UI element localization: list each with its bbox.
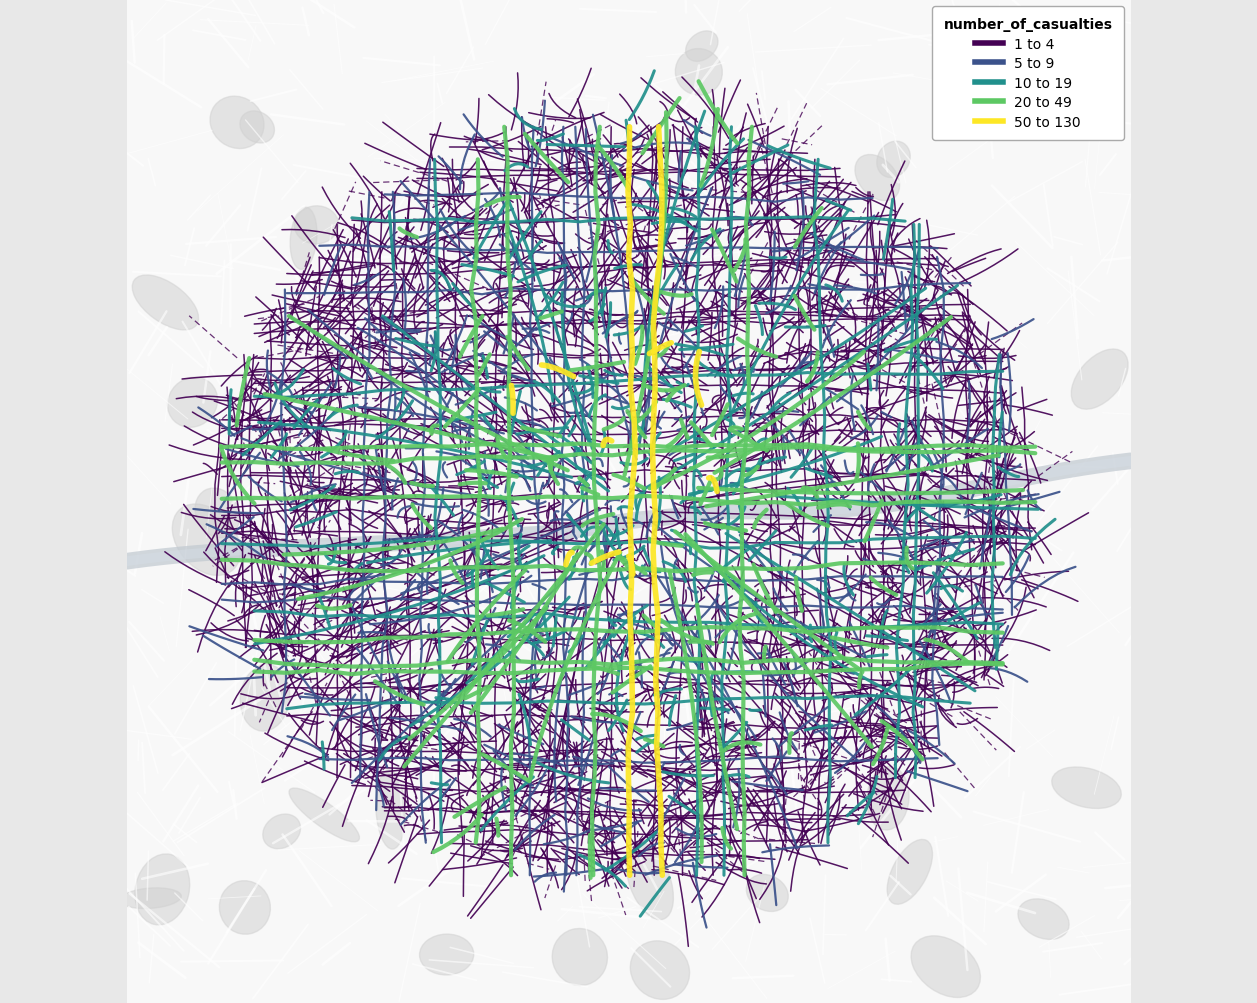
Ellipse shape bbox=[1052, 767, 1121, 808]
Ellipse shape bbox=[132, 276, 199, 331]
Ellipse shape bbox=[877, 142, 910, 179]
Ellipse shape bbox=[294, 207, 338, 245]
Ellipse shape bbox=[1071, 350, 1128, 410]
Ellipse shape bbox=[220, 881, 270, 935]
Ellipse shape bbox=[675, 49, 723, 96]
Ellipse shape bbox=[376, 770, 405, 850]
Ellipse shape bbox=[747, 875, 788, 912]
Ellipse shape bbox=[240, 111, 274, 143]
Ellipse shape bbox=[626, 842, 674, 920]
Ellipse shape bbox=[263, 814, 300, 849]
Ellipse shape bbox=[887, 840, 933, 905]
Ellipse shape bbox=[552, 929, 607, 986]
Ellipse shape bbox=[630, 941, 690, 999]
Ellipse shape bbox=[1018, 899, 1070, 940]
Ellipse shape bbox=[195, 488, 240, 539]
Ellipse shape bbox=[240, 665, 290, 731]
Ellipse shape bbox=[172, 505, 240, 576]
Ellipse shape bbox=[855, 155, 900, 202]
Ellipse shape bbox=[134, 855, 190, 925]
Legend: 1 to 4, 5 to 9, 10 to 19, 20 to 49, 50 to 130: 1 to 4, 5 to 9, 10 to 19, 20 to 49, 50 t… bbox=[933, 7, 1124, 140]
Ellipse shape bbox=[685, 32, 718, 62]
Ellipse shape bbox=[167, 378, 217, 428]
Ellipse shape bbox=[290, 208, 317, 270]
Ellipse shape bbox=[289, 788, 360, 842]
Ellipse shape bbox=[866, 766, 909, 830]
Ellipse shape bbox=[911, 936, 980, 997]
Ellipse shape bbox=[210, 97, 264, 149]
Ellipse shape bbox=[420, 934, 474, 975]
Ellipse shape bbox=[982, 9, 1058, 32]
Ellipse shape bbox=[119, 888, 181, 909]
